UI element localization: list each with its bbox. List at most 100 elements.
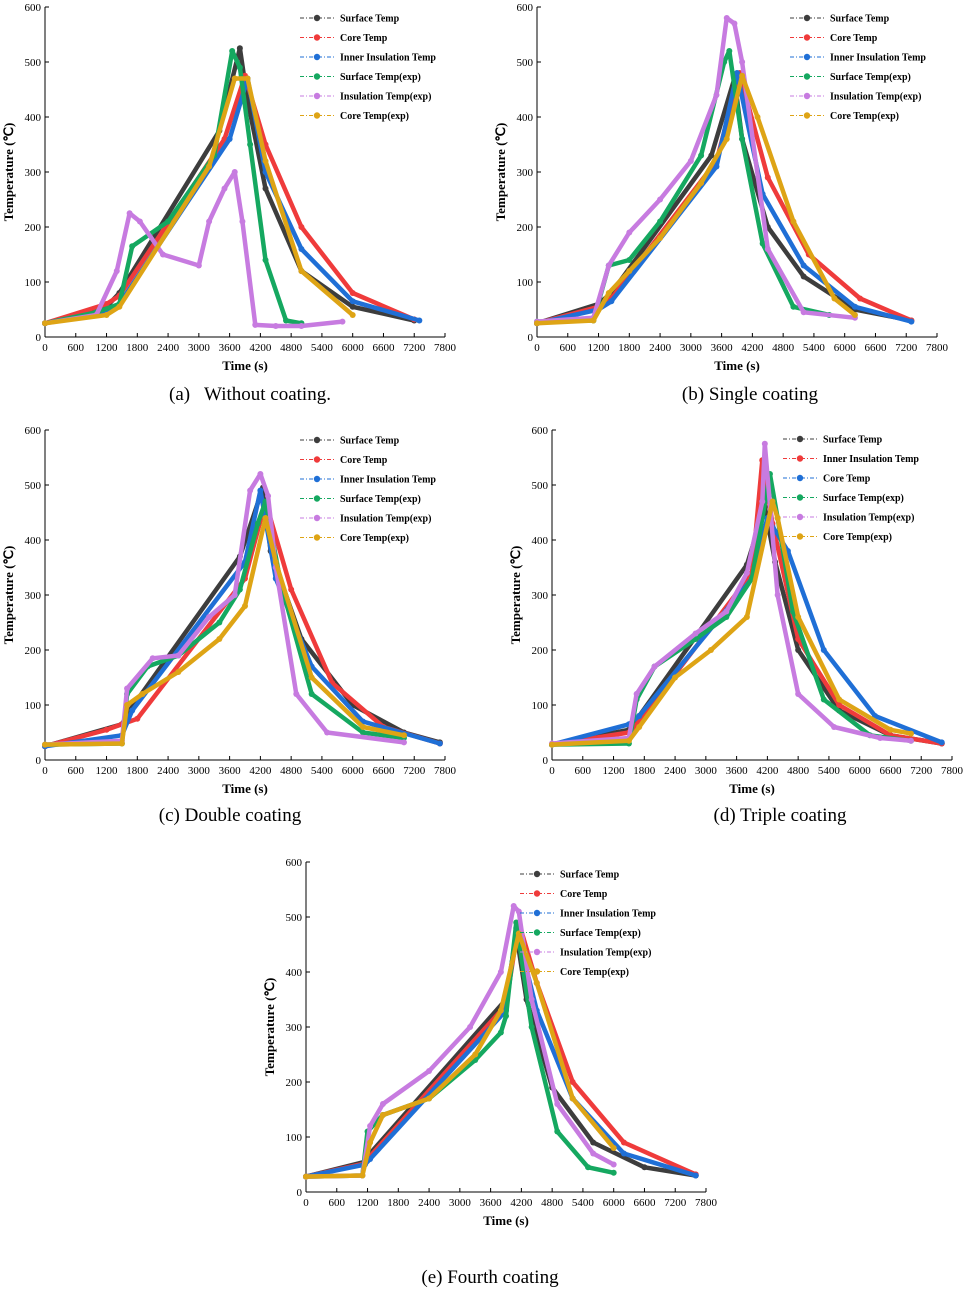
data-point [221, 185, 228, 192]
data-point [367, 1123, 374, 1129]
data-point [298, 323, 305, 329]
y-tick-label: 200 [286, 1077, 303, 1089]
data-point [124, 685, 131, 692]
y-tick-label: 500 [25, 57, 42, 69]
x-tick-label: 600 [68, 765, 85, 777]
legend-label: Insulation Temp(exp) [560, 948, 651, 959]
chart-panel-c: 0 600 1200 1800 2400 3000 3600 4200 4800 5400 6000… [0, 422, 480, 807]
legend-marker-surface_exp [313, 495, 321, 502]
data-point [820, 696, 827, 703]
caption-e: (e) Fourth coating [421, 1267, 559, 1288]
data-point [713, 163, 720, 170]
legend-label: Surface Temp(exp) [560, 928, 641, 939]
y-tick-label: 0 [36, 755, 42, 767]
data-point [605, 262, 612, 269]
data-point [349, 290, 356, 296]
x-tick-label: 600 [560, 342, 577, 354]
y-tick-label: 0 [528, 332, 534, 344]
series-line-surface_exp [42, 48, 304, 326]
legend-label: Core Temp(exp) [340, 533, 409, 544]
x-tick-label: 600 [329, 1197, 346, 1209]
legend-label: Core Temp [830, 33, 878, 44]
data-point [42, 741, 48, 748]
legend-marker-surface_exp [313, 73, 321, 80]
data-point [590, 317, 597, 324]
data-point [293, 691, 300, 697]
x-tick-label: 1200 [96, 342, 119, 354]
data-point [262, 185, 269, 192]
chart-b: 0 600 1200 1800 2400 3000 3600 4200 4800 5400 6000… [493, 2, 949, 373]
data-point [515, 908, 522, 915]
data-point [726, 48, 733, 54]
series-points-inner [42, 487, 443, 750]
legend-label: Core Temp [823, 474, 871, 485]
series-points-insulation_exp [534, 15, 858, 325]
data-point [349, 298, 356, 305]
y-tick-label: 600 [25, 2, 42, 14]
chart-c: 0 600 1200 1800 2400 3000 3600 4200 4800 5400 6000… [1, 425, 457, 796]
data-point [590, 1139, 597, 1146]
data-point [116, 303, 123, 310]
x-tick-label: 3000 [188, 765, 211, 777]
legend-marker-core_exp [803, 112, 811, 119]
legend-label: Core Temp [340, 455, 388, 466]
data-point [159, 251, 166, 258]
chart-e: 0 600 1200 1800 2400 3000 3600 4200 4800 5400 6000… [262, 857, 718, 1228]
legend-label: Core Temp [560, 889, 608, 900]
data-point [707, 647, 714, 653]
y-tick-label: 200 [25, 222, 42, 234]
series-points-core_exp [42, 75, 356, 327]
data-point [244, 75, 251, 82]
data-point [713, 92, 720, 98]
data-point [236, 45, 243, 52]
data-point [497, 1029, 504, 1036]
x-axis-title: Time (s) [222, 358, 268, 373]
data-point [831, 724, 838, 730]
legend-marker-inner [796, 474, 804, 482]
data-point [528, 996, 535, 1003]
data-point [759, 240, 766, 247]
x-tick-label: 0 [303, 1197, 309, 1209]
data-point [324, 729, 331, 736]
data-point [764, 174, 771, 181]
legend-label: Inner Insulation Temp [560, 909, 656, 920]
data-point [359, 724, 366, 730]
data-point [800, 309, 807, 316]
data-point [759, 498, 766, 505]
legend-marker-insulation_exp [533, 948, 541, 956]
legend-marker-core_exp [533, 968, 541, 975]
legend-label: Surface Temp(exp) [340, 494, 421, 505]
series-points-core_exp [42, 515, 407, 748]
legend-marker-insulation_exp [803, 92, 811, 100]
data-point [605, 290, 612, 296]
data-point [231, 592, 238, 598]
data-point [265, 493, 272, 499]
data-point [247, 141, 254, 148]
y-tick-label: 100 [532, 700, 549, 712]
data-point [303, 1173, 309, 1180]
x-tick-label: 7800 [434, 765, 457, 777]
x-tick-label: 7800 [941, 765, 964, 777]
data-point [533, 980, 540, 986]
y-axis-title: Temperature (℃) [1, 546, 16, 645]
x-tick-label: 4800 [787, 765, 810, 777]
x-tick-label: 7800 [434, 342, 457, 354]
x-tick-label: 4800 [280, 765, 303, 777]
y-tick-label: 200 [25, 645, 42, 657]
data-point [206, 163, 213, 170]
data-point [254, 520, 261, 527]
data-point [554, 1128, 561, 1135]
x-tick-label: 6000 [834, 342, 857, 354]
legend-label: Surface Temp [560, 870, 620, 881]
x-tick-label: 6000 [849, 765, 872, 777]
data-point [657, 235, 664, 241]
series-points-core [303, 919, 699, 1180]
data-point [857, 295, 864, 302]
x-tick-label: 600 [68, 342, 85, 354]
data-point [851, 303, 858, 310]
x-tick-label: 0 [534, 342, 540, 354]
data-point [262, 158, 269, 164]
data-point [349, 312, 356, 318]
data-point [590, 1150, 597, 1157]
x-tick-label: 3600 [219, 765, 242, 777]
